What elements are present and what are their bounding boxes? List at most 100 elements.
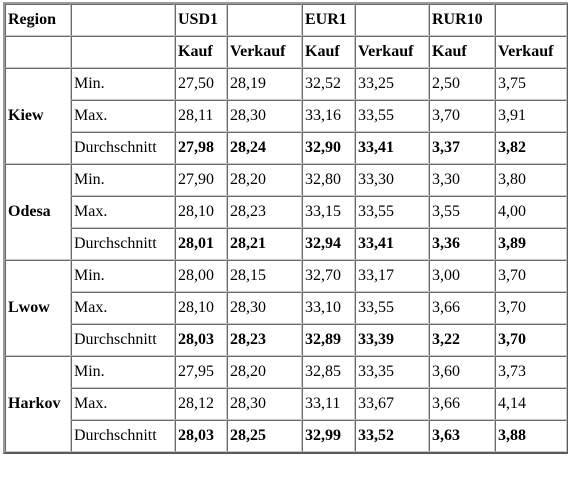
rate-cell: 3,37 — [429, 132, 495, 164]
header-row-currencies: Region USD1 EUR1 RUR10 — [5, 4, 567, 36]
rate-cell: 3,63 — [429, 420, 495, 452]
rate-cell: 3,70 — [495, 324, 567, 356]
rate-cell: 33,55 — [355, 196, 429, 228]
rate-cell: 32,52 — [302, 68, 355, 100]
rate-cell: 33,35 — [355, 356, 429, 388]
row-label: Min. — [71, 356, 175, 388]
rate-cell: 27,90 — [175, 164, 227, 196]
rate-cell: 28,11 — [175, 100, 227, 132]
header-blank — [71, 4, 175, 36]
rate-cell: 28,24 — [227, 132, 302, 164]
rate-cell: 28,25 — [227, 420, 302, 452]
row-label: Durchschnitt — [71, 132, 175, 164]
rate-cell: 4,14 — [495, 388, 567, 420]
header-blank — [71, 36, 175, 68]
header-currency-usd: USD1 — [175, 4, 227, 36]
rate-cell: 3,22 — [429, 324, 495, 356]
table-row: Lwow Min. 28,00 28,15 32,70 33,17 3,00 3,70 — [5, 260, 567, 356]
table-row: Harkov Min. 27,95 28,20 32,85 33,35 3,60 3,73 — [5, 356, 567, 452]
rate-cell: 3,70 — [495, 292, 567, 324]
region-name: Lwow — [5, 260, 71, 356]
exchange-rate-table: Region USD1 EUR1 RUR10 Kauf Verkauf Kauf… — [3, 2, 568, 454]
rate-cell: 32,90 — [302, 132, 355, 164]
table-row: Max. 28,10 28,30 33,10 33,55 3,66 3,70 — [5, 292, 567, 324]
rate-cell: 3,66 — [429, 388, 495, 420]
rate-cell: 32,70 — [302, 260, 355, 292]
header-blank — [495, 4, 567, 36]
rate-cell: 33,15 — [302, 196, 355, 228]
header-verkauf: Verkauf — [227, 36, 302, 68]
rate-cell: 28,20 — [227, 164, 302, 196]
rate-cell: 28,00 — [175, 260, 227, 292]
exchange-rate-document: Region USD1 EUR1 RUR10 Kauf Verkauf Kauf… — [3, 2, 568, 454]
rate-cell: 28,30 — [227, 388, 302, 420]
rate-cell: 33,52 — [355, 420, 429, 452]
rate-cell: 3,30 — [429, 164, 495, 196]
header-verkauf: Verkauf — [355, 36, 429, 68]
rate-cell: 27,95 — [175, 356, 227, 388]
rate-cell: 32,80 — [302, 164, 355, 196]
rate-cell: 33,25 — [355, 68, 429, 100]
rate-cell: 33,30 — [355, 164, 429, 196]
row-label: Durchschnitt — [71, 420, 175, 452]
row-label: Durchschnitt — [71, 324, 175, 356]
rate-cell: 33,67 — [355, 388, 429, 420]
rate-cell: 28,20 — [227, 356, 302, 388]
rate-cell: 27,98 — [175, 132, 227, 164]
rate-cell: 33,11 — [302, 388, 355, 420]
rate-cell: 32,89 — [302, 324, 355, 356]
rate-cell: 32,99 — [302, 420, 355, 452]
rate-cell: 33,16 — [302, 100, 355, 132]
rate-cell: 3,75 — [495, 68, 567, 100]
rate-cell: 28,30 — [227, 100, 302, 132]
table-row: Odesa Min. 27,90 28,20 32,80 33,30 3,30 3,80 — [5, 164, 567, 260]
rate-cell: 3,55 — [429, 196, 495, 228]
rate-cell: 28,21 — [227, 228, 302, 260]
header-kauf: Kauf — [429, 36, 495, 68]
table-row: Durchschnitt 28,03 28,23 32,89 33,39 3,22 3,70 — [5, 324, 567, 356]
rate-cell: 3,70 — [495, 260, 567, 292]
rate-cell: 32,85 — [302, 356, 355, 388]
row-label: Min. — [71, 164, 175, 196]
rate-cell: 3,73 — [495, 356, 567, 388]
table-row: Durchschnitt 28,03 28,25 32,99 33,52 3,63 3,88 — [5, 420, 567, 452]
rate-cell: 33,41 — [355, 132, 429, 164]
rate-cell: 3,88 — [495, 420, 567, 452]
rate-cell: 28,23 — [227, 196, 302, 228]
row-label: Max. — [71, 100, 175, 132]
rate-cell: 33,39 — [355, 324, 429, 356]
rate-cell: 3,60 — [429, 356, 495, 388]
row-label: Max. — [71, 388, 175, 420]
rate-cell: 28,10 — [175, 292, 227, 324]
table-row: Max. 28,11 28,30 33,16 33,55 3,70 3,91 — [5, 100, 567, 132]
rate-cell: 28,30 — [227, 292, 302, 324]
rate-cell: 28,10 — [175, 196, 227, 228]
row-label: Min. — [71, 68, 175, 100]
rate-cell: 3,70 — [429, 100, 495, 132]
rate-cell: 2,50 — [429, 68, 495, 100]
rate-cell: 27,50 — [175, 68, 227, 100]
table-row: Kiew Min. 27,50 28,19 32,52 33,25 2,50 3,75 — [5, 68, 567, 164]
table-row: Durchschnitt 28,01 28,21 32,94 33,41 3,36 3,89 — [5, 228, 567, 260]
row-label: Min. — [71, 260, 175, 292]
rate-cell: 28,12 — [175, 388, 227, 420]
header-verkauf: Verkauf — [495, 36, 567, 68]
rate-cell: 28,15 — [227, 260, 302, 292]
table-row: Max. 28,10 28,23 33,15 33,55 3,55 4,00 — [5, 196, 567, 228]
rate-cell: 3,89 — [495, 228, 567, 260]
rate-cell: 3,00 — [429, 260, 495, 292]
header-blank — [5, 36, 71, 68]
row-label: Durchschnitt — [71, 228, 175, 260]
rate-cell: 33,41 — [355, 228, 429, 260]
region-name: Kiew — [5, 68, 71, 164]
rate-cell: 28,03 — [175, 324, 227, 356]
table-row: Durchschnitt 27,98 28,24 32,90 33,41 3,37 3,82 — [5, 132, 567, 164]
rate-cell: 33,10 — [302, 292, 355, 324]
rate-cell: 3,91 — [495, 100, 567, 132]
row-label: Max. — [71, 292, 175, 324]
rate-cell: 3,66 — [429, 292, 495, 324]
rate-cell: 28,03 — [175, 420, 227, 452]
header-currency-rur: RUR10 — [429, 4, 495, 36]
header-blank — [355, 4, 429, 36]
table-row: Max. 28,12 28,30 33,11 33,67 3,66 4,14 — [5, 388, 567, 420]
